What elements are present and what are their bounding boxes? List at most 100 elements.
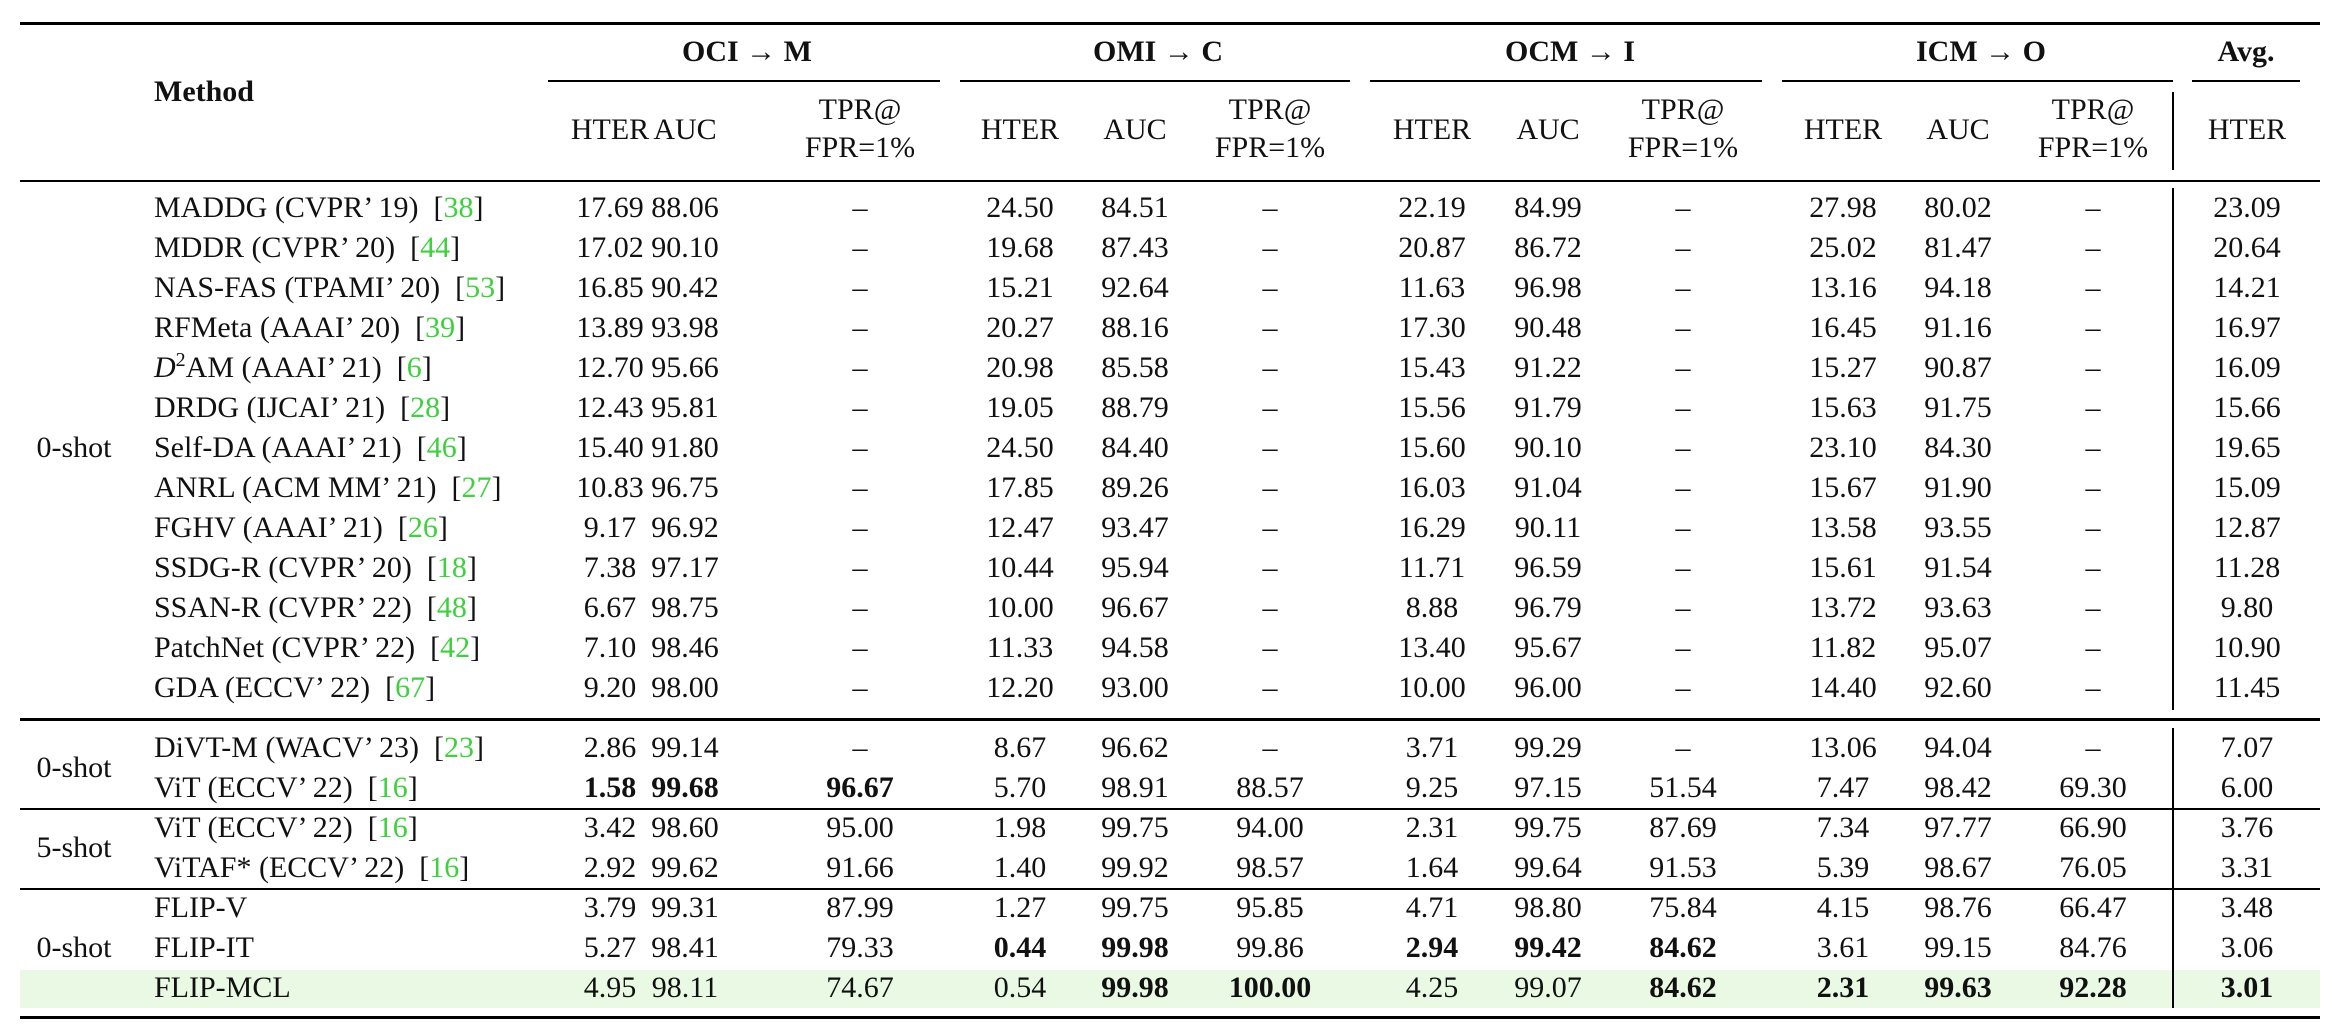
value-cell: 3.06 bbox=[2220, 931, 2274, 964]
subheader-tpr: TPR@ bbox=[1641, 93, 1725, 126]
method-label: ANRL (ACM MM’ 21) bbox=[154, 471, 437, 504]
citation-link[interactable]: 39 bbox=[425, 311, 456, 344]
subheader-hter: HTER bbox=[1803, 113, 1883, 146]
value-cell: 13.72 bbox=[1809, 591, 1877, 624]
value-cell: – bbox=[1262, 471, 1278, 504]
value-cell: 17.02 bbox=[576, 231, 644, 264]
value-cell: 94.18 bbox=[1924, 271, 1992, 304]
value-cell: 66.90 bbox=[2059, 811, 2127, 844]
value-cell: 96.98 bbox=[1514, 271, 1582, 304]
header-rule bbox=[20, 180, 2320, 182]
value-cell: 99.14 bbox=[651, 731, 719, 764]
citation-link[interactable]: 38 bbox=[443, 191, 474, 224]
group-header: ICM → O bbox=[1916, 35, 2046, 68]
method-label: DiVT-M (WACV’ 23) bbox=[154, 731, 419, 764]
value-cell: 3.71 bbox=[1405, 731, 1459, 764]
value-cell: 7.47 bbox=[1816, 771, 1870, 804]
citation-link[interactable]: 6 bbox=[406, 351, 422, 384]
method-name: D2AM (AAAI’ 21) [6] bbox=[154, 349, 432, 384]
value-cell: 10.90 bbox=[2213, 631, 2281, 664]
method-name: ViTAF* (ECCV’ 22) [16] bbox=[154, 851, 470, 884]
value-cell: 10.00 bbox=[1398, 671, 1466, 704]
citation-link[interactable]: 48 bbox=[436, 591, 467, 624]
value-cell: – bbox=[852, 511, 868, 544]
method-label: Self-DA (AAAI’ 21) bbox=[154, 431, 402, 464]
value-cell: 7.07 bbox=[2220, 731, 2274, 764]
value-cell: – bbox=[1262, 271, 1278, 304]
citation-link[interactable]: 67 bbox=[395, 671, 426, 704]
value-cell: 87.69 bbox=[1649, 811, 1717, 844]
citation-link[interactable]: 18 bbox=[436, 551, 467, 584]
value-cell: 1.58 bbox=[583, 771, 637, 804]
citation-link[interactable]: 28 bbox=[410, 391, 441, 424]
value-cell: – bbox=[1675, 591, 1691, 624]
value-cell: 0.44 bbox=[993, 931, 1047, 964]
value-cell: 99.75 bbox=[1101, 891, 1169, 924]
value-cell: – bbox=[2085, 471, 2101, 504]
subheader-hter: HTER bbox=[570, 113, 650, 146]
value-cell: 6.67 bbox=[583, 591, 637, 624]
subheader-auc: AUC bbox=[1926, 113, 1990, 146]
value-cell: – bbox=[852, 311, 868, 344]
group-header: OMI → C bbox=[1093, 35, 1223, 68]
citation-link[interactable]: 42 bbox=[440, 631, 471, 664]
value-cell: – bbox=[1262, 631, 1278, 664]
value-cell: – bbox=[1262, 231, 1278, 264]
value-cell: 0.54 bbox=[993, 971, 1047, 1004]
subheader-tpr: TPR@ bbox=[1228, 93, 1312, 126]
citation-link[interactable]: 44 bbox=[420, 231, 451, 264]
value-cell: 94.58 bbox=[1101, 631, 1169, 664]
value-cell: 92.60 bbox=[1924, 671, 1992, 704]
value-cell: 20.87 bbox=[1398, 231, 1466, 264]
value-cell: 22.19 bbox=[1398, 191, 1466, 224]
value-cell: 98.00 bbox=[651, 671, 719, 704]
value-cell: 1.40 bbox=[993, 851, 1047, 884]
value-cell: – bbox=[852, 471, 868, 504]
value-cell: 16.09 bbox=[2213, 351, 2281, 384]
value-cell: 2.94 bbox=[1405, 931, 1459, 964]
value-cell: – bbox=[1262, 351, 1278, 384]
subheader-auc: AUC bbox=[1516, 113, 1580, 146]
value-cell: 100.00 bbox=[1228, 971, 1312, 1004]
value-cell: – bbox=[2085, 431, 2101, 464]
value-cell: 9.80 bbox=[2220, 591, 2274, 624]
value-cell: 98.75 bbox=[651, 591, 719, 624]
value-cell: 98.57 bbox=[1236, 851, 1304, 884]
value-cell: 11.33 bbox=[986, 631, 1054, 664]
value-cell: 95.67 bbox=[1514, 631, 1582, 664]
citation-link[interactable]: 16 bbox=[377, 771, 408, 804]
section-rule bbox=[20, 718, 2320, 721]
citation-link[interactable]: 27 bbox=[461, 471, 492, 504]
citation-link[interactable]: 26 bbox=[407, 511, 438, 544]
citation-link[interactable]: 16 bbox=[377, 811, 408, 844]
value-cell: 91.80 bbox=[651, 431, 719, 464]
citation-link[interactable]: 46 bbox=[426, 431, 457, 464]
citation-link[interactable]: 53 bbox=[465, 271, 496, 304]
group-rule bbox=[1782, 80, 2173, 82]
value-cell: 95.00 bbox=[826, 811, 894, 844]
section-label: 0-shot bbox=[36, 431, 112, 464]
value-cell: 96.67 bbox=[1101, 591, 1169, 624]
subheader-hter: HTER bbox=[2207, 113, 2287, 146]
value-cell: 12.20 bbox=[986, 671, 1054, 704]
value-cell: 93.00 bbox=[1101, 671, 1169, 704]
value-cell: – bbox=[1262, 591, 1278, 624]
subheader-tpr: TPR@ bbox=[818, 93, 902, 126]
value-cell: 98.60 bbox=[651, 811, 719, 844]
method-label: GDA (ECCV’ 22) bbox=[154, 671, 371, 704]
value-cell: 15.40 bbox=[576, 431, 644, 464]
avg-separator bbox=[2172, 188, 2174, 710]
method-name: FLIP-V bbox=[154, 891, 247, 925]
value-cell: 90.11 bbox=[1514, 511, 1582, 544]
value-cell: – bbox=[1262, 311, 1278, 344]
value-cell: – bbox=[852, 731, 868, 764]
citation-link[interactable]: 23 bbox=[443, 731, 474, 764]
citation-link[interactable]: 16 bbox=[429, 851, 460, 884]
value-cell: 10.44 bbox=[986, 551, 1054, 584]
value-cell: 3.79 bbox=[583, 891, 637, 924]
method-name: RFMeta (AAAI’ 20) [39] bbox=[154, 311, 466, 344]
value-cell: 84.76 bbox=[2059, 931, 2127, 964]
value-cell: 84.62 bbox=[1649, 931, 1717, 964]
value-cell: – bbox=[1262, 511, 1278, 544]
